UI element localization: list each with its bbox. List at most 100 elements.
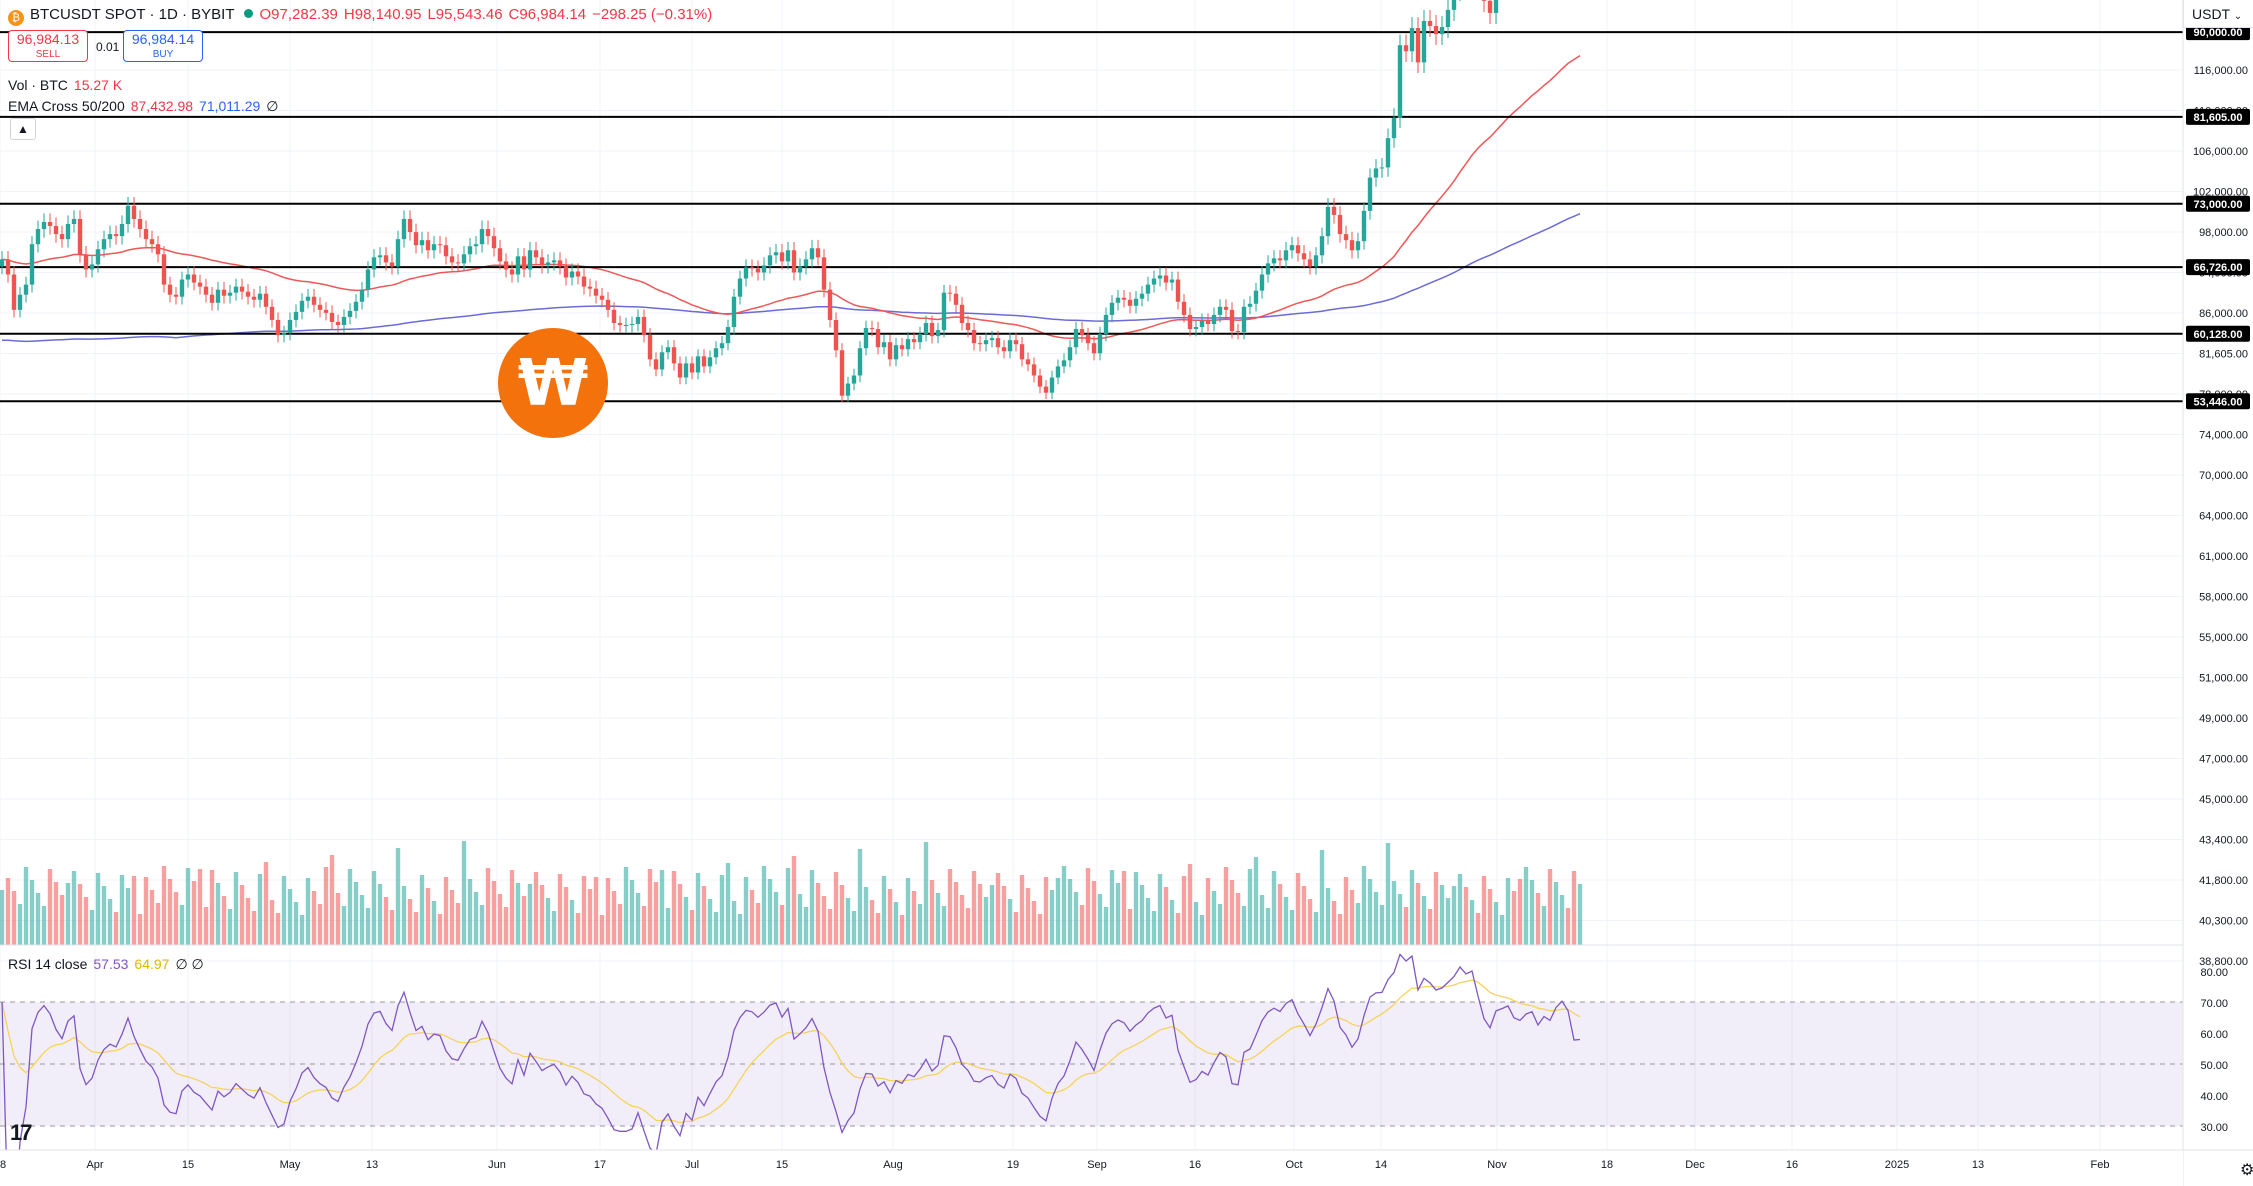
candle-body — [1115, 297, 1121, 303]
volume-bar — [797, 894, 803, 945]
candle-body — [1145, 284, 1151, 294]
volume-bar — [743, 877, 749, 945]
volume-bar — [77, 884, 83, 945]
time-tick-label: Sep — [1087, 1159, 1107, 1171]
candle-body — [539, 257, 545, 266]
volume-bar — [1253, 857, 1259, 945]
volume-bar — [1523, 867, 1529, 945]
price-tick-label: 49,000.00 — [2199, 713, 2248, 725]
volume-bar — [779, 905, 785, 945]
candle-body — [443, 245, 449, 257]
volume-bar — [383, 897, 389, 945]
candle-body — [245, 291, 251, 297]
candle-body — [533, 250, 539, 258]
volume-bar — [1529, 880, 1535, 945]
volume-bar — [119, 875, 125, 945]
candle-body — [719, 343, 725, 349]
price-tick-label: 102,000.00 — [2193, 187, 2248, 199]
volume-bar — [1223, 867, 1229, 945]
volume-bar — [533, 872, 539, 945]
volume-bar — [449, 890, 455, 945]
candle-body — [155, 244, 161, 255]
volume-bar — [977, 884, 983, 945]
volume-bar — [791, 856, 797, 945]
candle-body — [1139, 293, 1145, 299]
candle-body — [707, 357, 713, 367]
collapse-legend-button[interactable]: ▲ — [10, 118, 36, 140]
volume-value: 15.27 K — [73, 77, 123, 93]
candle-body — [329, 312, 335, 322]
ema-suffix: ∅ — [266, 98, 279, 114]
sell-button[interactable]: 96,984.13 SELL — [8, 30, 88, 62]
candle-body — [311, 296, 317, 305]
candle-body — [167, 284, 173, 295]
rsi-legend[interactable]: RSI 14 close 57.53 64.97 ∅ ∅ — [8, 956, 210, 973]
candle-body — [1379, 167, 1385, 169]
candle-body — [35, 229, 41, 245]
volume-bar — [1121, 871, 1127, 945]
volume-label: Vol · BTC — [8, 77, 68, 93]
candle-body — [653, 359, 659, 370]
volume-bar — [179, 905, 185, 945]
candle-body — [551, 260, 557, 263]
price-level-tag — [2186, 325, 2250, 342]
volume-bar — [659, 870, 665, 945]
volume-bar — [593, 877, 599, 945]
order-quantity[interactable]: 0.01 — [96, 40, 120, 54]
volume-bar — [137, 914, 143, 945]
candle-body — [65, 224, 71, 240]
volume-bar — [1235, 893, 1241, 945]
volume-bar — [953, 882, 959, 945]
candle-body — [737, 278, 743, 297]
candle-body — [1271, 258, 1277, 264]
candle-body — [629, 323, 635, 325]
price-tick-label: 55,000.00 — [2199, 632, 2248, 644]
settings-gear-icon[interactable]: ⚙ — [2240, 1162, 2253, 1179]
volume-bar — [833, 872, 839, 945]
candle-body — [389, 262, 395, 267]
candle-body — [1373, 168, 1379, 178]
candle-body — [689, 363, 695, 373]
volume-bar — [215, 883, 221, 945]
rsi-ma-value: 64.97 — [134, 956, 170, 972]
volume-bar — [899, 915, 905, 945]
volume-bar — [1379, 905, 1385, 945]
volume-bar — [413, 912, 419, 945]
candle-body — [701, 356, 707, 367]
candle-body — [1013, 340, 1019, 345]
time-tick-label: 18 — [1601, 1159, 1613, 1171]
buy-button[interactable]: 96,984.14 BUY — [123, 30, 203, 62]
currency-selector[interactable]: USDT ⌄ — [2183, 0, 2253, 28]
market-open-icon — [244, 9, 254, 18]
candle-body — [659, 352, 665, 370]
volume-bar — [1181, 876, 1187, 945]
ema-legend[interactable]: EMA Cross 50/200 87,432.98 71,011.29 ∅ — [8, 98, 284, 115]
volume-bar — [1403, 907, 1409, 945]
volume-bar — [1091, 881, 1097, 945]
volume-bar — [641, 906, 647, 945]
candle-body — [1343, 234, 1349, 241]
candle-body — [575, 271, 581, 277]
volume-bar — [353, 882, 359, 945]
volume-bar — [1343, 877, 1349, 945]
candle-body — [893, 345, 899, 360]
candle-body — [1487, 0, 1493, 13]
candle-body — [527, 250, 533, 270]
candle-body — [755, 268, 761, 273]
candle-body — [935, 330, 941, 337]
volume-bar — [587, 889, 593, 945]
candle-body — [203, 286, 209, 295]
symbol-title[interactable]: BTCUSDT SPOT · 1D · BYBIT — [30, 6, 235, 23]
volume-legend[interactable]: Vol · BTC 15.27 K — [8, 77, 128, 93]
candle-body — [713, 348, 719, 358]
volume-bar — [485, 868, 491, 945]
volume-bar — [251, 911, 257, 945]
candle-body — [827, 289, 833, 320]
volume-bar — [605, 878, 611, 945]
tradingview-logo[interactable]: 17 — [10, 1120, 33, 1145]
volume-bar — [1559, 895, 1565, 945]
volume-bar — [185, 868, 191, 945]
candle-body — [887, 342, 893, 360]
candle-body — [947, 292, 953, 294]
